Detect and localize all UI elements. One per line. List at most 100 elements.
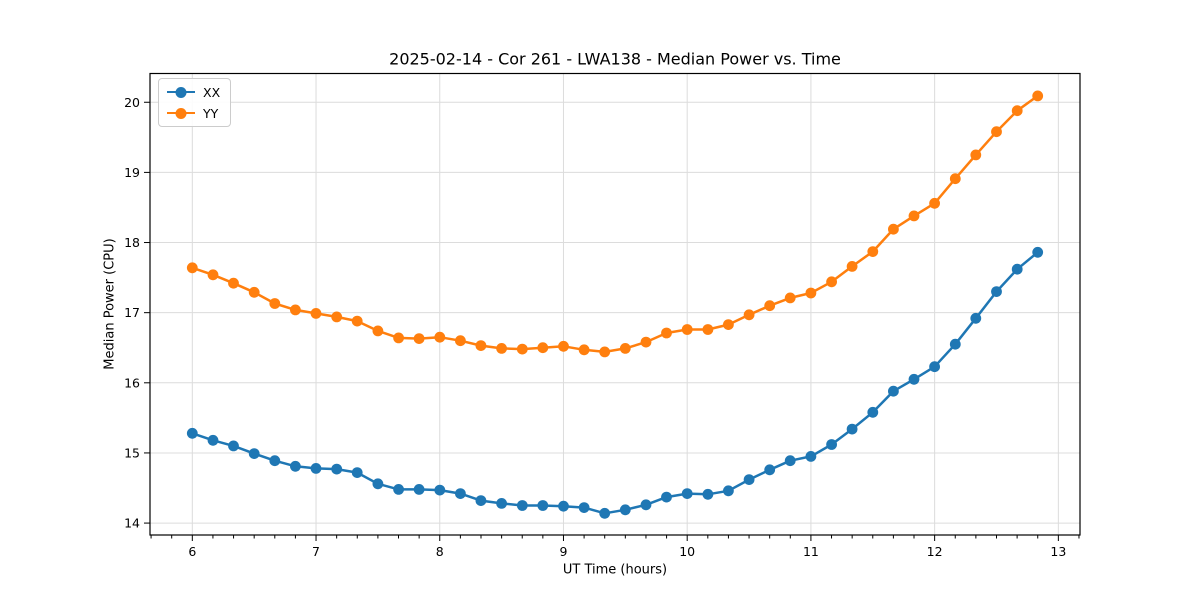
data-point-yy xyxy=(186,262,198,274)
y-axis-ticks: 14 15 16 17 18 19 20 xyxy=(124,95,150,531)
data-point-xx xyxy=(578,502,590,513)
data-point-yy xyxy=(599,346,611,358)
data-point-yy xyxy=(723,319,734,330)
data-point-xx xyxy=(640,499,652,511)
data-point-yy xyxy=(248,286,260,298)
data-point-xx xyxy=(867,406,879,418)
data-point-xx xyxy=(723,485,734,497)
data-point-xx xyxy=(413,484,425,495)
series-xx xyxy=(186,246,1044,519)
legend-item-xx: XX xyxy=(167,84,220,100)
x-axis-ticks: 6 7 8 9 10 11 12 13 xyxy=(188,535,1066,559)
legend-item-yy: YY xyxy=(167,105,220,121)
data-point-xx xyxy=(970,312,982,324)
data-point-xx xyxy=(475,495,487,506)
x-tick-label: 9 xyxy=(559,544,567,559)
data-point-yy xyxy=(310,308,322,319)
data-point-yy xyxy=(991,126,1002,138)
x-tick-label: 6 xyxy=(188,544,196,559)
y-tick-label: 16 xyxy=(124,375,140,390)
data-point-yy xyxy=(372,325,384,337)
data-point-xx xyxy=(991,286,1002,297)
data-point-yy xyxy=(640,336,652,348)
data-point-yy xyxy=(413,333,425,344)
data-point-xx xyxy=(310,463,322,474)
data-point-xx xyxy=(516,500,528,511)
data-point-yy xyxy=(393,332,404,344)
data-point-xx xyxy=(619,504,631,516)
data-point-xx xyxy=(393,484,404,495)
data-point-yy xyxy=(743,309,755,321)
data-point-xx xyxy=(290,460,301,472)
data-point-yy xyxy=(888,223,899,235)
data-point-xx xyxy=(228,440,239,452)
data-point-yy xyxy=(331,311,343,323)
data-point-yy xyxy=(290,304,301,316)
data-point-xx xyxy=(207,434,219,446)
y-tick-label: 17 xyxy=(124,305,140,320)
data-point-xx xyxy=(929,361,940,373)
data-point-xx xyxy=(434,484,446,496)
data-point-yy xyxy=(228,277,239,289)
y-tick-label: 20 xyxy=(124,95,140,110)
y-tick-label: 15 xyxy=(124,445,140,460)
y-tick-label: 18 xyxy=(124,235,140,250)
legend: XX YY xyxy=(158,78,232,127)
data-point-yy xyxy=(455,335,466,347)
data-point-xx xyxy=(702,488,714,500)
x-tick-label: 7 xyxy=(312,544,320,559)
data-point-yy xyxy=(475,340,487,351)
data-point-yy xyxy=(558,340,569,352)
data-point-yy xyxy=(929,197,940,209)
data-point-xx xyxy=(1032,246,1044,258)
data-point-yy xyxy=(702,324,714,335)
data-point-yy xyxy=(970,149,982,161)
data-point-xx xyxy=(496,498,507,509)
data-point-xx xyxy=(537,500,549,511)
data-point-xx xyxy=(331,463,343,475)
data-point-yy xyxy=(846,261,858,272)
data-point-yy xyxy=(908,210,920,222)
data-point-yy xyxy=(516,343,528,355)
data-point-yy xyxy=(805,287,817,299)
data-point-xx xyxy=(949,338,961,350)
data-point-xx xyxy=(599,507,611,519)
data-point-yy xyxy=(1011,105,1023,117)
y-tick-label: 14 xyxy=(124,516,140,531)
data-point-yy xyxy=(269,298,281,309)
y-tick-label: 19 xyxy=(124,165,140,180)
data-point-yy xyxy=(496,343,507,354)
data-point-yy xyxy=(207,269,219,281)
data-point-yy xyxy=(826,276,837,288)
data-point-xx xyxy=(351,467,363,478)
data-point-yy xyxy=(434,331,446,343)
x-axis-label: UT Time (hours) xyxy=(562,562,668,578)
legend-label-xx: XX xyxy=(203,84,221,100)
data-point-xx xyxy=(846,423,858,435)
data-point-xx xyxy=(186,427,198,439)
axes-border xyxy=(149,72,1081,536)
data-point-xx xyxy=(455,488,466,499)
x-tick-label: 12 xyxy=(927,544,943,559)
legend-swatch-yy-icon xyxy=(167,112,195,114)
data-point-xx xyxy=(743,474,755,485)
data-point-xx xyxy=(908,373,920,385)
data-point-yy xyxy=(1032,90,1044,102)
x-tick-label: 8 xyxy=(436,544,444,559)
data-point-xx xyxy=(888,385,899,397)
data-point-xx xyxy=(681,488,693,499)
data-point-yy xyxy=(537,342,549,354)
grid-layer xyxy=(150,73,1080,535)
data-point-yy xyxy=(661,327,672,339)
x-tick-label: 10 xyxy=(679,544,695,559)
data-point-xx xyxy=(826,439,837,450)
data-point-xx xyxy=(661,491,672,503)
x-tick-label: 13 xyxy=(1050,544,1066,559)
data-point-yy xyxy=(619,343,631,354)
chart-title: 2025-02-14 - Cor 261 - LWA138 - Median P… xyxy=(389,49,841,69)
series-yy xyxy=(186,90,1044,358)
data-point-xx xyxy=(248,448,260,459)
data-point-xx xyxy=(1011,263,1023,275)
data-point-yy xyxy=(351,315,363,327)
